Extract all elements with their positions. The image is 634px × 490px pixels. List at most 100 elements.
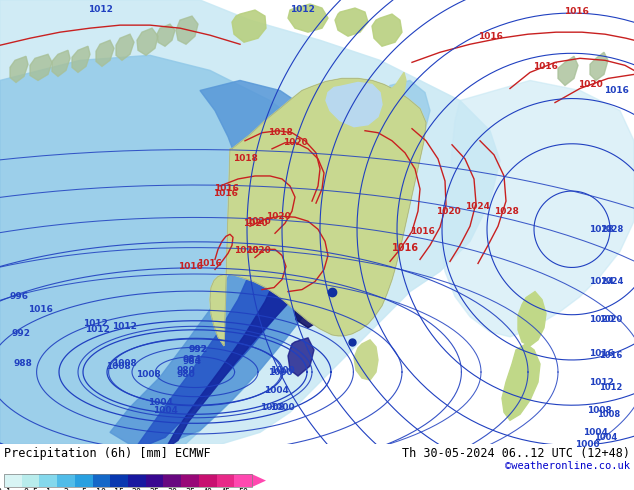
Bar bbox=[110, 474, 128, 487]
Text: 1020: 1020 bbox=[578, 80, 602, 89]
Text: 1000: 1000 bbox=[268, 368, 292, 376]
Bar bbox=[93, 474, 110, 487]
Polygon shape bbox=[0, 0, 500, 444]
Polygon shape bbox=[335, 8, 368, 36]
Polygon shape bbox=[116, 34, 134, 60]
Bar bbox=[22, 474, 39, 487]
Text: 992: 992 bbox=[12, 329, 31, 338]
Polygon shape bbox=[384, 73, 406, 107]
Text: 1004: 1004 bbox=[594, 433, 617, 442]
Bar bbox=[199, 474, 217, 487]
Polygon shape bbox=[372, 14, 402, 46]
Polygon shape bbox=[10, 56, 28, 82]
Text: 1004: 1004 bbox=[148, 398, 173, 407]
Bar bbox=[181, 474, 199, 487]
Text: 1000: 1000 bbox=[269, 366, 294, 374]
Text: 992: 992 bbox=[188, 345, 207, 354]
Text: 1016: 1016 bbox=[178, 263, 202, 271]
Text: 1018: 1018 bbox=[268, 128, 292, 137]
Text: 1008: 1008 bbox=[106, 362, 131, 370]
Text: 984: 984 bbox=[183, 355, 202, 365]
Text: 1016: 1016 bbox=[410, 227, 434, 236]
Polygon shape bbox=[590, 52, 608, 80]
Text: 40: 40 bbox=[203, 488, 213, 490]
Text: Precipitation (6h) [mm] ECMWF: Precipitation (6h) [mm] ECMWF bbox=[4, 447, 210, 461]
Bar bbox=[4, 474, 252, 487]
Text: 1: 1 bbox=[46, 488, 51, 490]
Text: 10: 10 bbox=[96, 488, 107, 490]
Text: 1016: 1016 bbox=[214, 184, 238, 193]
Polygon shape bbox=[138, 121, 336, 444]
Polygon shape bbox=[176, 16, 198, 44]
Polygon shape bbox=[354, 340, 378, 380]
Text: 5: 5 bbox=[81, 488, 86, 490]
Text: 1024: 1024 bbox=[600, 277, 623, 286]
Text: 1020: 1020 bbox=[436, 207, 460, 216]
Bar bbox=[146, 474, 164, 487]
Polygon shape bbox=[518, 292, 546, 346]
Text: 1020: 1020 bbox=[598, 315, 622, 324]
Text: 1008: 1008 bbox=[260, 403, 285, 412]
Polygon shape bbox=[210, 78, 426, 346]
Text: 1020: 1020 bbox=[245, 217, 270, 226]
Text: 1004: 1004 bbox=[264, 386, 288, 394]
Bar bbox=[217, 474, 235, 487]
Bar bbox=[75, 474, 93, 487]
Text: 980: 980 bbox=[177, 366, 195, 374]
Text: 1024: 1024 bbox=[465, 201, 491, 211]
Bar bbox=[235, 474, 252, 487]
Polygon shape bbox=[168, 196, 338, 444]
Polygon shape bbox=[52, 50, 70, 76]
Text: 1012: 1012 bbox=[598, 383, 622, 392]
Text: 1024: 1024 bbox=[589, 277, 614, 286]
Text: 1016: 1016 bbox=[477, 32, 502, 41]
Text: 984: 984 bbox=[183, 358, 202, 367]
Polygon shape bbox=[440, 80, 634, 337]
Text: 996: 996 bbox=[10, 292, 29, 301]
Text: 980: 980 bbox=[177, 369, 195, 379]
Text: 1016: 1016 bbox=[392, 244, 418, 253]
Text: 50: 50 bbox=[238, 488, 248, 490]
Text: 1016: 1016 bbox=[598, 351, 622, 361]
Text: 1012: 1012 bbox=[82, 319, 107, 328]
Text: 1012: 1012 bbox=[589, 378, 614, 387]
Text: 1004: 1004 bbox=[153, 406, 178, 415]
Text: ©weatheronline.co.uk: ©weatheronline.co.uk bbox=[505, 461, 630, 471]
Polygon shape bbox=[96, 40, 114, 66]
Bar bbox=[39, 474, 57, 487]
Polygon shape bbox=[110, 80, 350, 444]
Polygon shape bbox=[137, 28, 158, 55]
Text: 1020: 1020 bbox=[243, 219, 268, 228]
Text: 1004: 1004 bbox=[583, 428, 608, 437]
Polygon shape bbox=[288, 4, 328, 32]
Text: 1020: 1020 bbox=[266, 212, 290, 221]
Text: 1018: 1018 bbox=[233, 154, 257, 163]
Text: 1016: 1016 bbox=[27, 305, 53, 314]
Text: 1012: 1012 bbox=[87, 5, 112, 14]
Text: 1012: 1012 bbox=[112, 322, 137, 331]
Polygon shape bbox=[0, 55, 355, 444]
Text: 0.5: 0.5 bbox=[23, 488, 38, 490]
Polygon shape bbox=[326, 82, 382, 127]
Polygon shape bbox=[72, 46, 90, 73]
Polygon shape bbox=[252, 474, 266, 487]
Bar bbox=[4, 474, 22, 487]
Polygon shape bbox=[502, 344, 540, 420]
Polygon shape bbox=[288, 338, 314, 376]
Text: 1000: 1000 bbox=[576, 440, 600, 449]
Text: 1028: 1028 bbox=[589, 225, 614, 234]
Text: 1008: 1008 bbox=[112, 360, 137, 368]
Text: 1028: 1028 bbox=[493, 207, 519, 216]
Polygon shape bbox=[157, 24, 175, 46]
Text: 1000: 1000 bbox=[270, 403, 295, 412]
Text: 1008: 1008 bbox=[136, 370, 160, 379]
Text: 1020: 1020 bbox=[283, 138, 307, 147]
Bar bbox=[164, 474, 181, 487]
Bar bbox=[57, 474, 75, 487]
Text: 25: 25 bbox=[150, 488, 160, 490]
Text: 35: 35 bbox=[185, 488, 195, 490]
Text: 1016: 1016 bbox=[533, 62, 557, 71]
Text: 1016: 1016 bbox=[212, 189, 238, 197]
Bar bbox=[128, 474, 146, 487]
Text: 1028: 1028 bbox=[600, 225, 623, 234]
